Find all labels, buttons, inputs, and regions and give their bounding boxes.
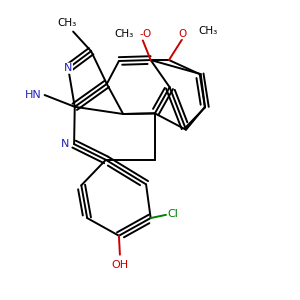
- Text: OH: OH: [111, 260, 128, 270]
- Text: N: N: [61, 139, 70, 149]
- Text: CH₃: CH₃: [114, 29, 134, 39]
- Text: CH₃: CH₃: [198, 26, 218, 36]
- Text: Cl: Cl: [167, 209, 178, 219]
- Text: HN: HN: [25, 90, 42, 100]
- Text: -O: -O: [140, 29, 152, 39]
- Text: N: N: [64, 63, 72, 73]
- Text: O: O: [178, 29, 186, 39]
- Text: CH₃: CH₃: [57, 18, 76, 28]
